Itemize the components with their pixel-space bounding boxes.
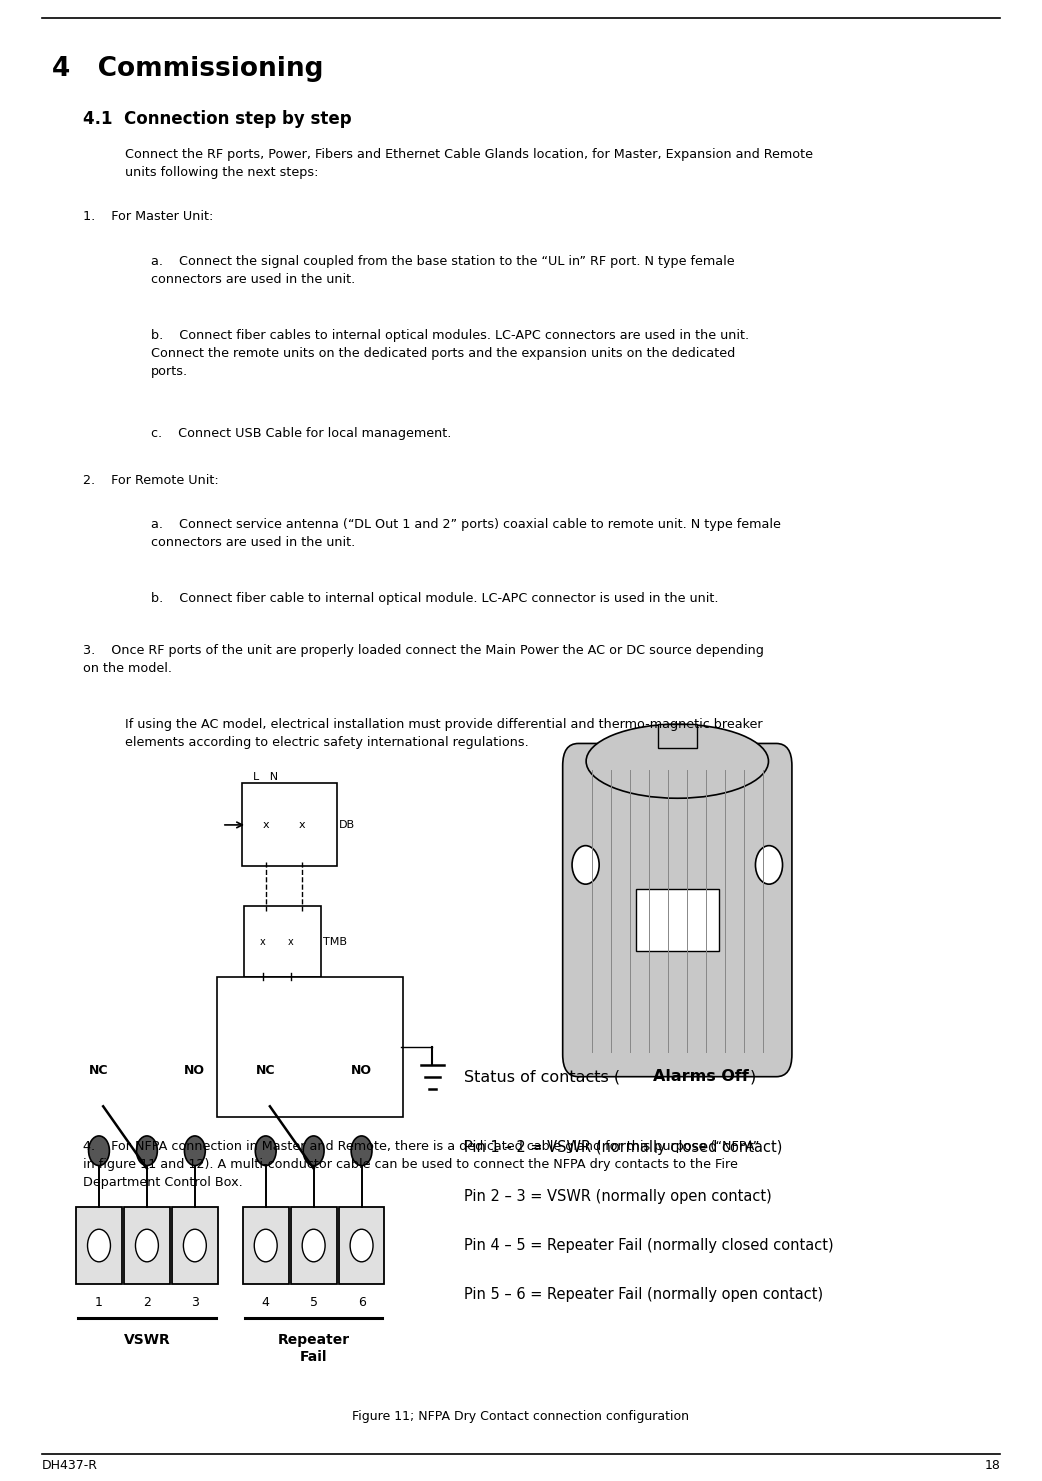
Text: 2: 2	[143, 1296, 151, 1309]
Text: 4   Commissioning: 4 Commissioning	[52, 56, 324, 83]
FancyBboxPatch shape	[636, 889, 719, 951]
Text: b.    Connect fiber cables to internal optical modules. LC-APC connectors are us: b. Connect fiber cables to internal opti…	[151, 329, 749, 378]
Text: 1: 1	[95, 1296, 103, 1309]
Text: 1.    For Master Unit:: 1. For Master Unit:	[83, 210, 214, 224]
FancyBboxPatch shape	[563, 743, 792, 1077]
FancyBboxPatch shape	[172, 1207, 218, 1284]
Circle shape	[351, 1136, 372, 1166]
Text: 3.    Once RF ports of the unit are properly loaded connect the Main Power the A: 3. Once RF ports of the unit are properl…	[83, 644, 764, 675]
Circle shape	[137, 1136, 157, 1166]
Text: If using the AC model, electrical installation must provide differential and the: If using the AC model, electrical instal…	[125, 718, 763, 749]
Text: Alarms Off: Alarms Off	[653, 1069, 749, 1084]
Text: c.    Connect USB Cable for local management.: c. Connect USB Cable for local managemen…	[151, 427, 451, 440]
Circle shape	[135, 1229, 158, 1262]
Circle shape	[255, 1136, 276, 1166]
FancyBboxPatch shape	[291, 1207, 337, 1284]
Text: a.    Connect service antenna (“DL Out 1 and 2” ports) coaxial cable to remote u: a. Connect service antenna (“DL Out 1 an…	[151, 518, 780, 549]
Ellipse shape	[587, 724, 769, 798]
Circle shape	[350, 1229, 373, 1262]
Text: x: x	[299, 820, 305, 829]
Text: x: x	[263, 820, 269, 829]
FancyBboxPatch shape	[658, 724, 697, 748]
Text: L   N: L N	[253, 772, 278, 782]
Text: 6: 6	[357, 1296, 366, 1309]
Circle shape	[183, 1229, 206, 1262]
Text: NO: NO	[184, 1063, 205, 1077]
Text: Pin 5 – 6 = Repeater Fail (normally open contact): Pin 5 – 6 = Repeater Fail (normally open…	[464, 1287, 823, 1302]
Text: Connect the RF ports, Power, Fibers and Ethernet Cable Glands location, for Mast: Connect the RF ports, Power, Fibers and …	[125, 148, 813, 179]
Text: NO: NO	[351, 1063, 372, 1077]
Text: 3: 3	[191, 1296, 199, 1309]
Text: 4.    For NFPA connection in Master and Remote, there is a dedicated cable gland: 4. For NFPA connection in Master and Rem…	[83, 1140, 760, 1189]
Circle shape	[755, 846, 783, 884]
Text: 4: 4	[262, 1296, 270, 1309]
FancyBboxPatch shape	[242, 783, 337, 866]
Circle shape	[88, 1229, 110, 1262]
Text: a.    Connect the signal coupled from the base station to the “UL in” RF port. N: a. Connect the signal coupled from the b…	[151, 255, 735, 286]
Text: b.    Connect fiber cable to internal optical module. LC-APC connector is used i: b. Connect fiber cable to internal optic…	[151, 592, 719, 606]
FancyBboxPatch shape	[76, 1207, 122, 1284]
Text: Figure 11; NFPA Dry Contact connection configuration: Figure 11; NFPA Dry Contact connection c…	[352, 1410, 690, 1423]
Text: VSWR: VSWR	[124, 1333, 170, 1346]
Text: x: x	[259, 937, 266, 946]
FancyBboxPatch shape	[243, 1207, 289, 1284]
Text: Pin 1 – 2 = VSWR (normally closed contact): Pin 1 – 2 = VSWR (normally closed contac…	[464, 1140, 783, 1155]
Text: DB: DB	[339, 820, 354, 829]
Text: Pin 4 – 5 = Repeater Fail (normally closed contact): Pin 4 – 5 = Repeater Fail (normally clos…	[464, 1238, 834, 1253]
Text: Status of contacts (: Status of contacts (	[464, 1069, 620, 1084]
Text: Repeater
Fail: Repeater Fail	[277, 1333, 350, 1364]
FancyBboxPatch shape	[217, 977, 403, 1117]
FancyBboxPatch shape	[124, 1207, 170, 1284]
Circle shape	[572, 846, 599, 884]
FancyBboxPatch shape	[339, 1207, 384, 1284]
Text: NC: NC	[90, 1063, 108, 1077]
Text: 18: 18	[985, 1459, 1000, 1472]
Circle shape	[254, 1229, 277, 1262]
Text: DH437-R: DH437-R	[42, 1459, 98, 1472]
Text: NC: NC	[256, 1063, 275, 1077]
Text: 2.    For Remote Unit:: 2. For Remote Unit:	[83, 474, 219, 487]
Circle shape	[302, 1229, 325, 1262]
Text: Pin 2 – 3 = VSWR (normally open contact): Pin 2 – 3 = VSWR (normally open contact)	[464, 1189, 771, 1204]
Circle shape	[89, 1136, 109, 1166]
Text: ): )	[749, 1069, 755, 1084]
Circle shape	[303, 1136, 324, 1166]
FancyBboxPatch shape	[244, 906, 321, 977]
Text: 4.1  Connection step by step: 4.1 Connection step by step	[83, 110, 352, 127]
Text: TMB: TMB	[323, 937, 347, 946]
Text: 5: 5	[309, 1296, 318, 1309]
Text: x: x	[288, 937, 294, 946]
Circle shape	[184, 1136, 205, 1166]
